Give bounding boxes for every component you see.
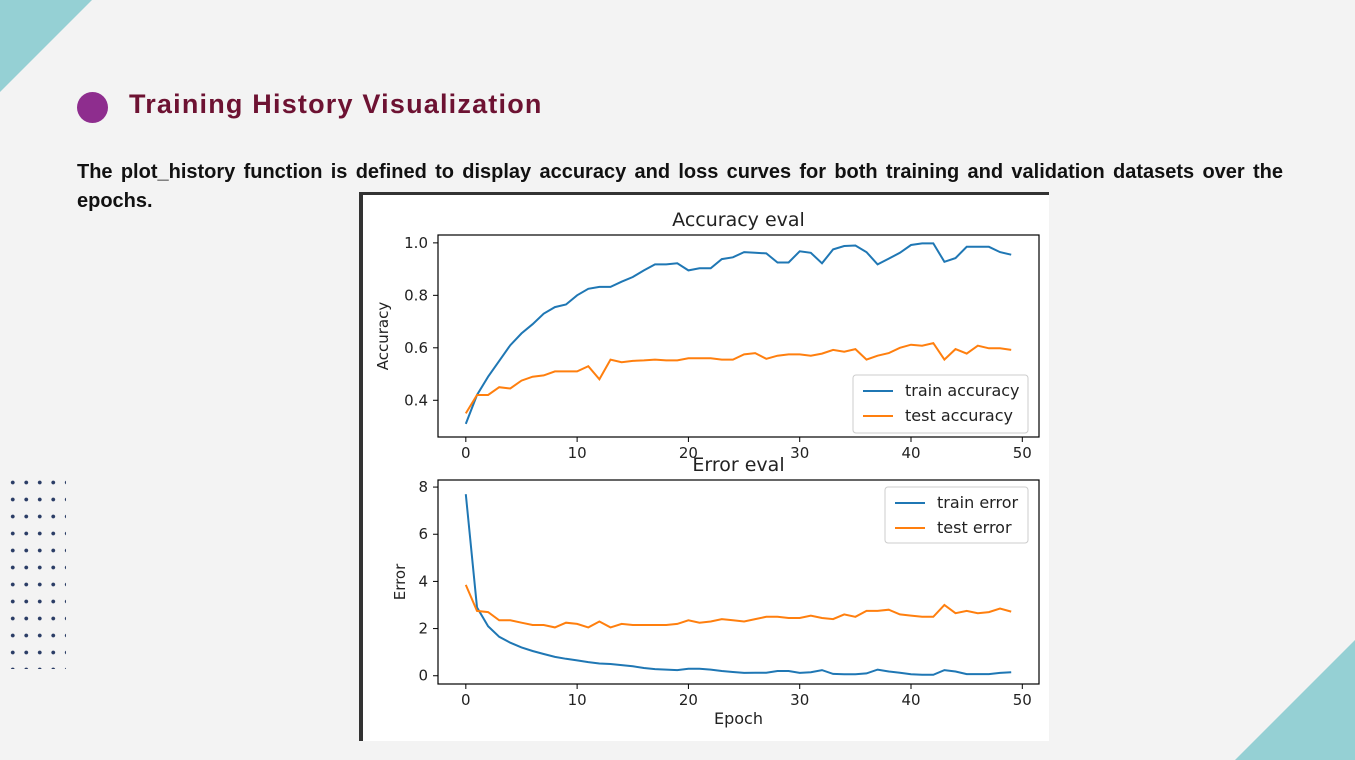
corner-decoration-bottom-right bbox=[1235, 640, 1355, 760]
legend-label: train error bbox=[937, 493, 1018, 512]
x-tick-label: 40 bbox=[901, 691, 920, 709]
x-tick-label: 40 bbox=[901, 444, 920, 462]
y-tick-label: 0 bbox=[418, 667, 428, 685]
series-line-test-accuracy bbox=[464, 341, 1012, 414]
y-tick-label: 6 bbox=[418, 525, 428, 543]
description-text: The plot_history function is defined to … bbox=[77, 161, 1283, 212]
y-tick-label: 4 bbox=[418, 572, 428, 590]
x-tick-label: 20 bbox=[679, 444, 698, 462]
legend-label: train accuracy bbox=[905, 381, 1020, 400]
y-axis-label: Error bbox=[391, 563, 409, 600]
chart-title: Accuracy eval bbox=[672, 209, 805, 231]
chart-figure: Accuracy eval 0 10 20 30 40 50 0.4 0.6 0.8 1.0 Accu… bbox=[359, 192, 1049, 741]
x-tick-label: 0 bbox=[461, 691, 471, 709]
series-line-test-error bbox=[464, 584, 1012, 629]
chart-1: Error eval 0 10 20 30 40 50 0 2 4 6 8 Error Epoch trai… bbox=[391, 454, 1040, 728]
y-tick-label: 0.6 bbox=[404, 339, 428, 357]
axes-frame bbox=[437, 234, 1040, 438]
chart-title: Error eval bbox=[692, 454, 784, 476]
y-tick-label: 0.4 bbox=[404, 391, 428, 409]
y-tick-label: 2 bbox=[418, 620, 428, 638]
y-tick-label: 8 bbox=[418, 478, 428, 496]
y-axis-label: Accuracy bbox=[374, 302, 392, 371]
legend-label: test accuracy bbox=[905, 406, 1013, 425]
axes-frame bbox=[437, 479, 1040, 685]
chart-0: Accuracy eval 0 10 20 30 40 50 0.4 0.6 0.8 1.0 Accu… bbox=[374, 209, 1040, 462]
x-tick-label: 50 bbox=[1013, 444, 1032, 462]
x-tick-label: 30 bbox=[790, 444, 809, 462]
heading-bullet-icon bbox=[77, 92, 108, 123]
y-tick-label: 0.8 bbox=[404, 286, 428, 304]
y-tick-label: 1.0 bbox=[404, 234, 428, 252]
x-tick-label: 30 bbox=[790, 691, 809, 709]
corner-decoration-top-left bbox=[0, 0, 92, 92]
x-axis-label: Epoch bbox=[714, 709, 763, 728]
series-line-train-accuracy bbox=[464, 242, 1012, 425]
page-title: Training History Visualization bbox=[129, 89, 543, 119]
x-tick-label: 10 bbox=[568, 691, 587, 709]
x-tick-label: 0 bbox=[461, 444, 471, 462]
series-line-train-error bbox=[464, 494, 1012, 676]
x-tick-label: 10 bbox=[568, 444, 587, 462]
dot-grid-decoration bbox=[6, 474, 66, 669]
legend-label: test error bbox=[937, 518, 1012, 537]
x-tick-label: 50 bbox=[1013, 691, 1032, 709]
x-tick-label: 20 bbox=[679, 691, 698, 709]
legend-box bbox=[852, 374, 1029, 434]
